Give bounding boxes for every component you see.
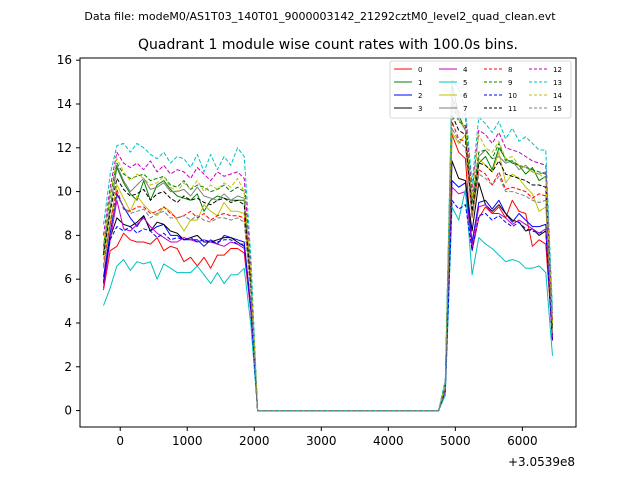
- x-tick-label: 0: [116, 434, 124, 448]
- y-tick-label: 0: [64, 404, 72, 418]
- legend-label: 9: [508, 79, 512, 87]
- x-tick-label: 2000: [239, 434, 270, 448]
- legend-label: 2: [418, 92, 422, 100]
- series-line-14: [103, 99, 553, 412]
- series-line-10: [103, 199, 553, 412]
- legend-label: 10: [508, 92, 517, 100]
- plot-area: 0 1000 2000 3000 4000 5000 6000024681012141601…: [57, 53, 577, 448]
- legend-label: 3: [418, 105, 422, 113]
- legend-label: 0: [418, 66, 422, 74]
- legend-label: 12: [553, 66, 562, 74]
- legend-label: 11: [508, 105, 517, 113]
- legend-label: 14: [553, 92, 562, 100]
- y-tick-label: 8: [64, 228, 72, 242]
- series-line-7: [103, 96, 553, 412]
- y-tick-label: 2: [64, 360, 72, 374]
- legend-label: 13: [553, 79, 562, 87]
- series-line-8: [103, 121, 553, 412]
- x-tick-label: 5000: [440, 434, 471, 448]
- legend-label: 1: [418, 79, 422, 87]
- y-tick-label: 16: [57, 53, 72, 67]
- axes-frame: [79, 57, 577, 428]
- y-tick-label: 6: [64, 272, 72, 286]
- series-line-15: [103, 127, 553, 412]
- legend-label: 7: [463, 105, 467, 113]
- x-offset-label: +3.0539e8: [508, 455, 575, 469]
- y-tick-label: 10: [57, 185, 72, 199]
- legend-label: 6: [463, 92, 468, 100]
- chart-title: Quadrant 1 module wise count rates with …: [138, 37, 518, 53]
- x-tick-label: 3000: [306, 434, 337, 448]
- x-tick-label: 1000: [172, 434, 203, 448]
- series-line-12: [103, 96, 553, 412]
- y-tick-label: 4: [64, 316, 72, 330]
- legend-label: 4: [463, 66, 468, 74]
- legend-label: 5: [463, 79, 467, 87]
- x-tick-label: 4000: [373, 434, 404, 448]
- series-line-11: [103, 114, 553, 412]
- series-line-9: [103, 103, 553, 412]
- y-tick-label: 12: [57, 141, 72, 155]
- legend-label: 8: [508, 66, 512, 74]
- y-tick-label: 14: [57, 97, 72, 111]
- suptitle: Data file: modeM0/AS1T03_140T01_90000031…: [84, 10, 556, 23]
- series-line-5: [103, 188, 553, 412]
- x-tick-label: 6000: [507, 434, 538, 448]
- series-line-13: [103, 79, 553, 412]
- series-line-6: [103, 132, 553, 412]
- legend-label: 15: [553, 105, 562, 113]
- legend-box: [389, 60, 572, 119]
